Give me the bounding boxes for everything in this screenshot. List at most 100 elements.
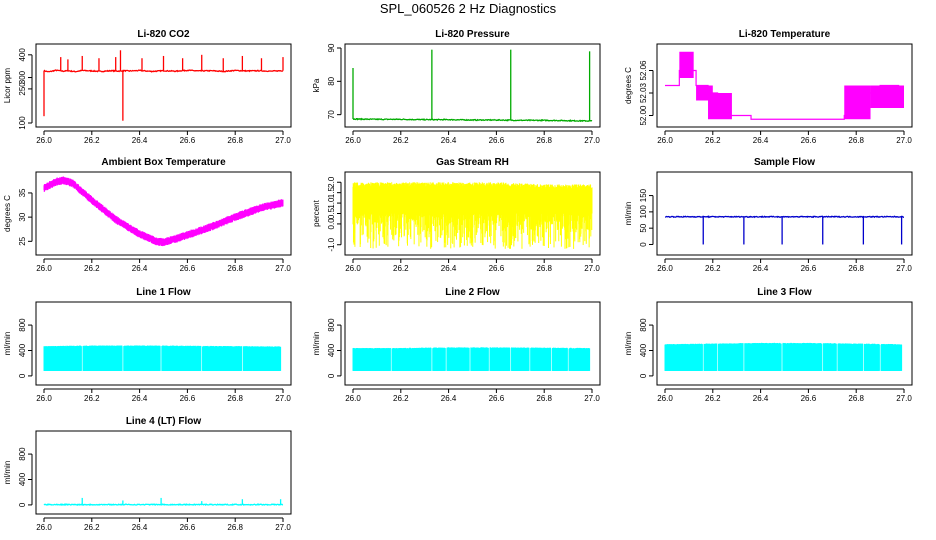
plot-area (665, 51, 904, 120)
x-tick-label: 26.4 (441, 136, 457, 145)
x-tick-label: 26.2 (705, 394, 721, 403)
series-band (708, 93, 732, 120)
x-tick-label: 27.0 (896, 264, 912, 273)
x-tick-label: 27.0 (275, 394, 291, 403)
y-tick-label: 1.0 (327, 197, 336, 209)
y-tick-label: 300 (18, 70, 27, 84)
x-tick-label: 26.2 (705, 264, 721, 273)
y-axis-label: ml/min (624, 332, 633, 356)
plot-area (352, 182, 593, 249)
x-tick-label: 26.0 (36, 136, 52, 145)
x-tick-label: 26.4 (132, 136, 148, 145)
y-tick-label: 2.0 (327, 176, 336, 188)
figure-title: SPL_060526 2 Hz Diagnostics (380, 1, 557, 16)
x-tick-label: 26.8 (227, 136, 243, 145)
x-tick-label: 26.0 (345, 264, 361, 273)
x-tick-label: 26.4 (753, 136, 769, 145)
x-tick-label: 26.2 (393, 394, 409, 403)
x-tick-label: 26.6 (180, 264, 196, 273)
x-tick-label: 26.8 (227, 264, 243, 273)
plot-area (352, 49, 593, 123)
plot-frame (35, 43, 292, 128)
panel-title: Line 1 Flow (136, 287, 191, 298)
plot-frame (656, 301, 913, 386)
y-tick-label: 0.0 (327, 218, 336, 230)
x-tick-label: 26.2 (393, 264, 409, 273)
y-tick-label: -1.0 (327, 237, 336, 251)
y-axis-label: Licor ppm (3, 68, 12, 103)
x-tick-label: 26.4 (441, 264, 457, 273)
x-tick-label: 27.0 (584, 394, 600, 403)
x-tick-label: 26.8 (848, 264, 864, 273)
y-tick-label: 800 (18, 318, 27, 332)
y-tick-label: 400 (18, 343, 27, 357)
y-tick-label: 35 (18, 188, 27, 197)
x-tick-label: 26.6 (801, 136, 817, 145)
x-tick-label: 27.0 (896, 136, 912, 145)
plot-frame (344, 43, 601, 128)
y-tick-label: 400 (639, 343, 648, 357)
y-tick-label: 0 (327, 373, 336, 378)
y-tick-label: 0.5 (327, 207, 336, 219)
plot-frame (35, 301, 292, 386)
y-axis-label: ml/min (312, 332, 321, 356)
x-tick-label: 26.6 (801, 394, 817, 403)
plot-frame (656, 171, 913, 256)
panel-title: Line 2 Flow (445, 287, 500, 298)
series-band (844, 85, 871, 120)
plot-frame (344, 171, 601, 256)
panel-4: Ambient Box Temperature degrees C 26.0 26.2… (3, 157, 292, 273)
y-tick-label: 70 (327, 110, 336, 119)
x-tick-label: 26.8 (536, 136, 552, 145)
x-tick-label: 26.8 (536, 394, 552, 403)
panel-7: Line 1 Flow ml/min 26.0 26.2 26.4 26.6 26.8 27.… (3, 287, 292, 403)
x-tick-label: 27.0 (584, 136, 600, 145)
x-tick-label: 27.0 (896, 394, 912, 403)
x-tick-label: 26.2 (84, 394, 100, 403)
x-tick-label: 26.4 (753, 394, 769, 403)
panel-title: Line 3 Flow (757, 287, 812, 298)
y-tick-label: 52.03 (639, 82, 648, 103)
series-band (870, 85, 904, 108)
x-tick-label: 26.0 (657, 394, 673, 403)
x-tick-label: 26.6 (489, 136, 505, 145)
x-tick-label: 27.0 (584, 264, 600, 273)
x-tick-label: 26.6 (801, 264, 817, 273)
y-axis-label: degrees C (3, 195, 12, 232)
x-tick-label: 26.0 (345, 394, 361, 403)
panel-9: Line 3 Flow ml/min 26.0 26.2 26.4 26.6 26.8 27.… (624, 287, 913, 403)
plot-area (43, 176, 284, 247)
x-tick-label: 26.8 (536, 264, 552, 273)
plot-area (665, 215, 904, 245)
x-tick-label: 26.8 (848, 136, 864, 145)
y-tick-label: 1.5 (327, 187, 336, 199)
x-tick-label: 26.2 (84, 136, 100, 145)
panel-5: Gas Stream RH percent 26.0 26.2 26.4 26.6 26.8… (312, 157, 601, 273)
x-tick-label: 26.2 (84, 264, 100, 273)
y-tick-label: 150 (639, 188, 648, 202)
y-tick-label: 400 (18, 48, 27, 62)
panel-3: Li-820 Temperature degrees C 26.0 26.2 26.4 2… (624, 29, 913, 145)
y-tick-label: 400 (327, 343, 336, 357)
x-tick-label: 27.0 (275, 136, 291, 145)
y-tick-label: 100 (18, 116, 27, 130)
plot-frame (344, 301, 601, 386)
series-line (43, 69, 284, 73)
y-axis-label: kPa (312, 78, 321, 92)
x-tick-label: 26.0 (36, 264, 52, 273)
panel-title: Sample Flow (754, 157, 815, 168)
y-tick-label: 250 (18, 82, 27, 96)
panel-title: Li-820 Temperature (739, 29, 831, 40)
panel-title: Ambient Box Temperature (101, 157, 226, 168)
series-line (352, 117, 593, 123)
plot-frame (35, 171, 292, 256)
y-tick-label: 0 (639, 373, 648, 378)
x-tick-label: 27.0 (275, 264, 291, 273)
y-axis-label: ml/min (624, 202, 633, 226)
plot-area (352, 347, 591, 371)
y-tick-label: 80 (327, 76, 336, 85)
x-tick-label: 26.4 (753, 264, 769, 273)
x-tick-label: 26.6 (489, 264, 505, 273)
x-tick-label: 26.0 (345, 136, 361, 145)
